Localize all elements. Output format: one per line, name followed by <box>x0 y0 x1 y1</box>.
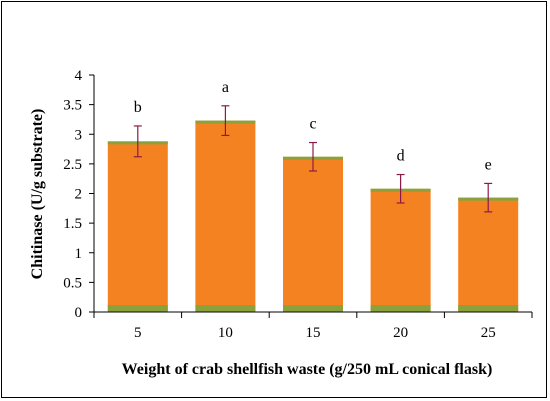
significance-letter: b <box>134 99 142 116</box>
significance-letter: e <box>485 156 492 173</box>
bar-base-band <box>195 305 256 311</box>
x-axis-title: Weight of crab shellfish waste (g/250 mL… <box>122 361 493 378</box>
y-tick-label: 0 <box>75 305 83 321</box>
bar-base-band <box>107 305 168 311</box>
x-tick-label: 20 <box>393 325 408 341</box>
significance-letter: c <box>309 116 316 133</box>
significance-letter: d <box>397 148 405 165</box>
y-tick-marks <box>89 74 94 313</box>
x-tick-label: 5 <box>134 325 142 341</box>
bar <box>370 188 431 312</box>
y-tick-label: 4 <box>75 68 83 84</box>
y-tick-label: 2 <box>75 187 83 203</box>
y-tick-label: 2.5 <box>63 157 82 173</box>
x-tick-marks <box>93 312 533 318</box>
x-tick-labels: 5 10 15 20 25 <box>134 325 496 341</box>
y-tick-label: 3.5 <box>63 98 82 114</box>
bar-base-band <box>458 305 519 311</box>
x-tick-label: 25 <box>481 325 496 341</box>
y-tick-label: 3 <box>75 127 83 143</box>
bar <box>458 197 519 312</box>
y-tick-label: 0.5 <box>63 275 82 291</box>
y-axis-title: Chitinase (U/g substrate) <box>29 109 46 280</box>
significance-letters: b a c d e <box>134 79 492 174</box>
significance-letter: a <box>222 79 229 96</box>
bar <box>107 141 168 312</box>
y-tick-labels: 0 0.5 1 1.5 2 2.5 3 3.5 4 <box>63 68 82 321</box>
x-tick-label: 10 <box>218 325 233 341</box>
bar-base-band <box>370 305 431 311</box>
error-bars <box>133 105 493 213</box>
y-tick-label: 1.5 <box>63 216 82 232</box>
x-tick-label: 15 <box>306 325 321 341</box>
bar-base-band <box>283 305 343 311</box>
bar <box>195 120 256 312</box>
y-tick-label: 1 <box>75 246 83 262</box>
bar <box>283 156 343 312</box>
